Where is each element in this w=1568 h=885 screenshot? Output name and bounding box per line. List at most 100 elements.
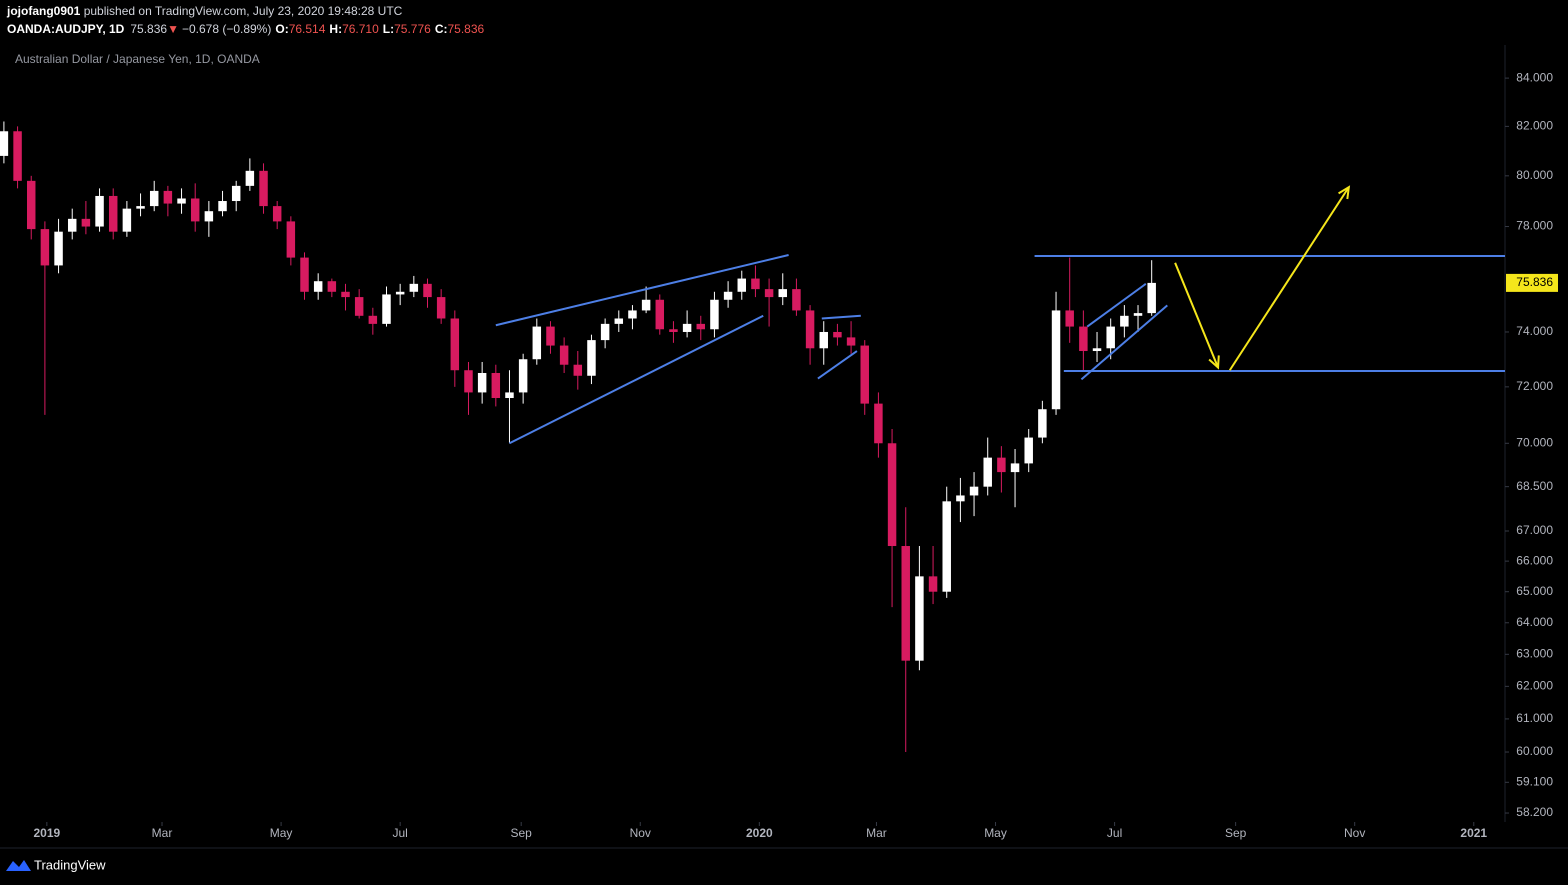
candle-body	[13, 131, 22, 181]
y-tick-label: 62.000	[1516, 679, 1553, 693]
y-tick-label: 80.000	[1516, 168, 1553, 182]
high: 76.710	[342, 22, 379, 36]
y-tick-label: 72.000	[1516, 379, 1553, 393]
y-tick-label: 67.000	[1516, 523, 1553, 537]
candle-body	[956, 495, 965, 502]
candle-body	[286, 221, 296, 258]
candle-body	[1024, 437, 1033, 464]
publish-line: jojofang0901 published on TradingView.co…	[6, 4, 403, 18]
candle-body	[464, 370, 473, 393]
candle-body	[368, 315, 378, 324]
candle-body	[887, 443, 897, 547]
arrow-head	[1208, 355, 1220, 370]
candle-body	[819, 331, 828, 349]
candle-body	[491, 372, 501, 399]
candle-body	[40, 229, 50, 266]
y-tick-label: 58.200	[1516, 805, 1553, 819]
open: 76.514	[289, 22, 326, 36]
change: −0.678 (−0.89%)	[182, 22, 271, 36]
y-tick-label: 68.500	[1516, 479, 1553, 493]
y-tick-label: 82.000	[1516, 119, 1553, 133]
candle-body	[245, 170, 255, 186]
candle-body	[272, 206, 282, 222]
brand: TradingView	[34, 857, 106, 872]
x-tick-label: Mar	[866, 826, 887, 840]
low: 75.776	[394, 22, 431, 36]
close: 75.836	[447, 22, 484, 36]
last: 75.836	[130, 22, 167, 36]
candle-body	[204, 211, 214, 222]
candle-body	[26, 180, 36, 230]
candle-body	[628, 310, 637, 319]
y-tick-label: 65.000	[1516, 584, 1553, 598]
candle-body	[54, 231, 63, 266]
candle-body	[190, 198, 200, 222]
candle-body	[983, 457, 992, 487]
candle-body	[614, 318, 624, 324]
legend-line: OANDA:AUDJPY, 1D 75.836▼ −0.678 (−0.89%) O:…	[7, 22, 485, 36]
chart-title: Australian Dollar / Japanese Yen, 1D, OA…	[15, 52, 260, 66]
y-tick-label: 60.000	[1516, 744, 1553, 758]
candle-body	[423, 283, 432, 298]
candle-body	[860, 345, 869, 404]
x-tick-label: Mar	[152, 826, 173, 840]
y-tick-label: 84.000	[1516, 70, 1553, 84]
candle-body	[1065, 310, 1074, 327]
candle-body	[901, 546, 910, 661]
y-tick-label: 59.100	[1516, 774, 1553, 788]
candle-body	[149, 190, 159, 207]
candle-body	[1051, 310, 1061, 410]
arrow: ▼	[167, 22, 179, 36]
candle-body	[1079, 326, 1088, 352]
candle-body	[682, 323, 692, 332]
candle-body	[532, 326, 542, 360]
arrow-line	[1174, 262, 1219, 368]
trend-line	[509, 314, 764, 445]
candle-body	[546, 326, 555, 346]
candle-body	[559, 345, 569, 365]
y-tick-label: 61.000	[1516, 711, 1553, 725]
x-tick-label: 2019	[33, 826, 60, 840]
x-tick-label: Jul	[392, 826, 407, 840]
candle-body	[505, 392, 514, 399]
x-tick-label: May	[984, 826, 1007, 840]
candle-body	[436, 297, 446, 319]
candle-body	[778, 289, 787, 298]
candle-body	[95, 195, 104, 227]
open-label: O:	[275, 22, 288, 36]
candle-body	[395, 291, 405, 295]
arrow-head	[1338, 185, 1351, 200]
trend-line	[817, 350, 858, 380]
candle-body	[1092, 348, 1102, 352]
high-label: H:	[329, 22, 342, 36]
x-tick-label: Nov	[630, 826, 651, 840]
y-tick-label: 78.000	[1516, 219, 1553, 233]
candle-body	[997, 457, 1006, 473]
low-label: L:	[383, 22, 394, 36]
candle-body	[231, 185, 241, 202]
y-tick-label: 64.000	[1516, 615, 1553, 629]
candle-body	[915, 576, 924, 661]
candle-body	[341, 291, 350, 298]
candle-body	[710, 299, 719, 330]
candle-body	[1106, 326, 1115, 349]
candle-body	[67, 218, 77, 232]
candle-body	[696, 323, 706, 330]
candle-body	[1010, 463, 1020, 473]
candle-body	[0, 131, 9, 156]
x-tick-label: Sep	[1225, 826, 1247, 840]
trend-line	[1086, 283, 1147, 328]
y-tick-label: 63.000	[1516, 646, 1553, 660]
candle-body	[218, 201, 227, 212]
candle-body	[655, 299, 665, 330]
x-tick-label: 2020	[746, 826, 773, 840]
candle-body	[382, 294, 391, 324]
candle-body	[409, 283, 419, 292]
candle-body	[587, 340, 596, 376]
y-tick-label: 74.000	[1516, 324, 1553, 338]
x-tick-label: Nov	[1344, 826, 1365, 840]
candle-body	[122, 208, 132, 232]
candle-body	[163, 190, 173, 204]
